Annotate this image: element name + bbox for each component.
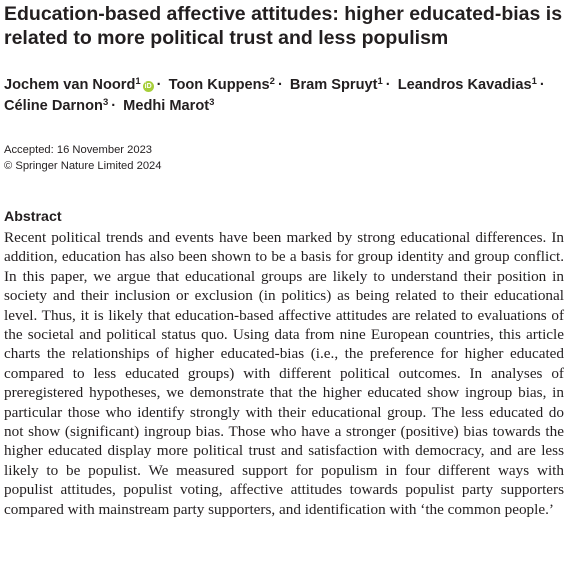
- author-affiliation: 1: [135, 76, 141, 87]
- author-name[interactable]: Bram Spruyt: [289, 77, 378, 93]
- author-name[interactable]: Toon Kuppens: [168, 77, 270, 93]
- author-list: Jochem van Noord1 iD · Toon Kuppens2 · Bram…: [4, 75, 566, 117]
- paper-title: Education-based affective attitudes: hig…: [4, 3, 563, 49]
- author-item[interactable]: Medhi Marot3: [123, 98, 214, 114]
- author-name[interactable]: Céline Darnon: [4, 98, 103, 114]
- orcid-icon[interactable]: iD: [142, 81, 154, 92]
- author-item[interactable]: Jochem van Noord1 iD: [4, 77, 154, 93]
- author-item[interactable]: Toon Kuppens2: [169, 77, 275, 93]
- author-separator: ·: [156, 77, 162, 93]
- author-separator: ·: [385, 77, 391, 93]
- author-affiliation: 3: [102, 97, 109, 108]
- abstract-heading: Abstract: [4, 209, 62, 225]
- author-affiliation: 2: [269, 76, 275, 87]
- author-affiliation: 3: [209, 97, 215, 108]
- author-affiliation: 1: [377, 76, 383, 87]
- author-item[interactable]: Leandros Kavadias1: [398, 77, 537, 93]
- author-name[interactable]: Leandros Kavadias: [397, 77, 532, 93]
- publication-meta: Accepted: 16 November 2023 © Springer Na…: [4, 142, 162, 174]
- accepted-date: Accepted: 16 November 2023: [4, 144, 153, 156]
- author-affiliation: 1: [531, 76, 537, 87]
- author-name[interactable]: Medhi Marot: [123, 98, 210, 114]
- author-separator: ·: [277, 77, 283, 93]
- author-name[interactable]: Jochem van Noord: [4, 77, 136, 93]
- abstract-text: Recent political trends and events have …: [4, 229, 564, 518]
- author-item[interactable]: Céline Darnon3: [4, 98, 108, 114]
- author-separator: ·: [539, 77, 545, 93]
- author-item[interactable]: Bram Spruyt1: [290, 77, 383, 93]
- copyright-notice: © Springer Nature Limited 2024: [4, 160, 162, 172]
- author-separator: ·: [111, 98, 117, 114]
